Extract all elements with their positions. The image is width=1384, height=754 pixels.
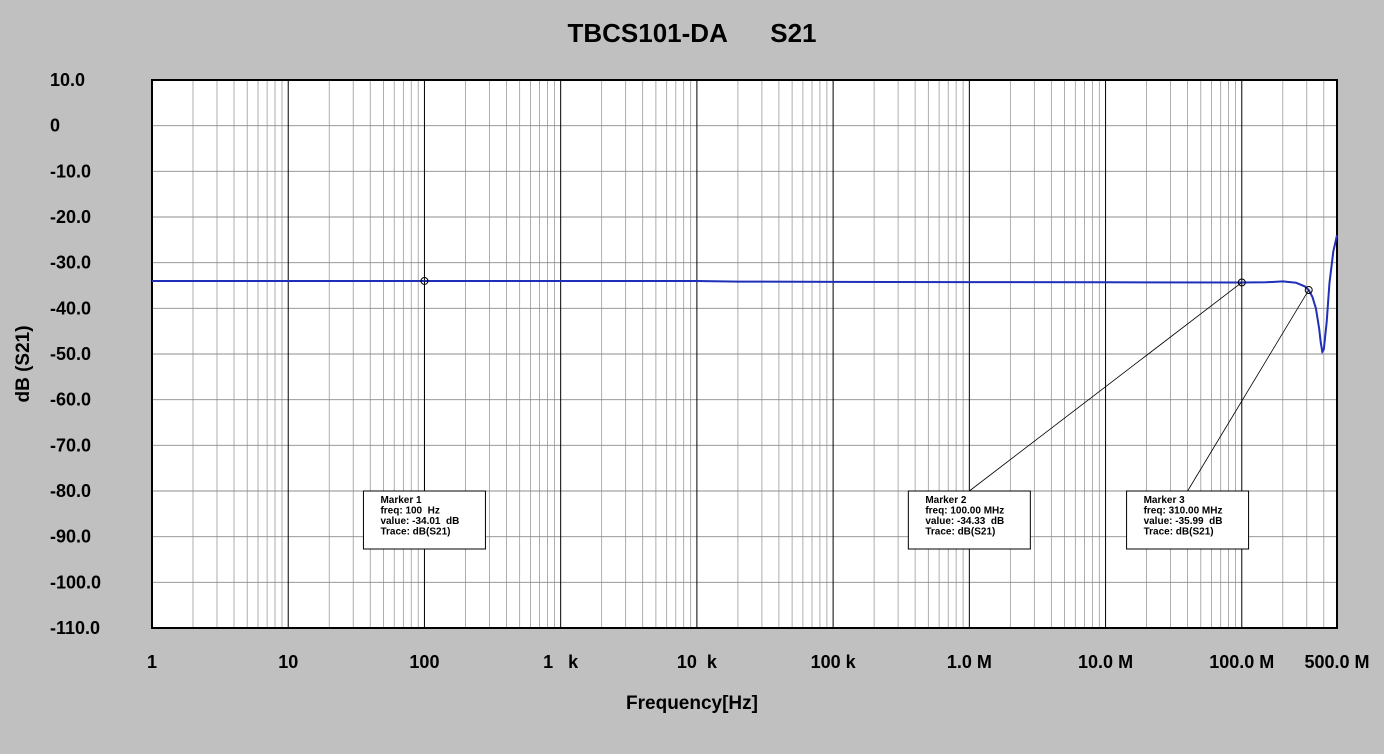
marker-box: [907, 490, 1031, 550]
marker-label-line: Trace: dB(S21): [1144, 527, 1214, 538]
marker-box: [362, 490, 486, 550]
y-axis-label: dB (S21): [13, 325, 34, 402]
x-axis-label: Frequency[Hz]: [626, 693, 758, 714]
marker-label-line: freq: 310.00 MHz: [1144, 506, 1223, 517]
y-tick-label: -90.0: [50, 527, 91, 547]
marker-label-line: Marker 1: [380, 495, 422, 506]
marker-point: [1237, 278, 1246, 287]
plot-frame: [151, 79, 1338, 629]
marker-label-line: Marker 3: [1144, 495, 1186, 506]
x-tick-label: 500.0 M: [1304, 652, 1369, 672]
y-tick-label: -30.0: [50, 253, 91, 273]
x-tick-label: 1 k: [543, 652, 579, 672]
x-tick-label: 10 k: [677, 652, 718, 672]
x-tick-label: 1.0 M: [947, 652, 992, 672]
marker-leader-line: [1187, 289, 1310, 492]
y-tick-label: -40.0: [50, 298, 91, 318]
marker-point: [420, 276, 429, 285]
y-axis-ticks: 10.0 0 -10.0 -20.0 -30.0 -40.0 -50.0 -60.0 -70.0…: [50, 70, 101, 638]
x-tick-label: 100: [409, 652, 439, 672]
y-tick-label: -70.0: [50, 435, 91, 455]
x-tick-label: 1: [147, 652, 157, 672]
y-tick-label: -110.0: [50, 618, 100, 638]
marker-label-line: value: -34.01 dB: [380, 516, 459, 527]
y-tick-label: 0: [50, 116, 60, 136]
y-tick-label: -80.0: [50, 481, 91, 501]
x-tick-label: 10.0 M: [1078, 652, 1133, 672]
marker-leader-line: [969, 282, 1243, 492]
x-tick-label: 100 k: [811, 652, 857, 672]
marker-label-line: freq: 100 Hz: [380, 506, 439, 517]
y-tick-label: -20.0: [50, 207, 91, 227]
marker-label-line: freq: 100.00 MHz: [925, 506, 1004, 517]
x-axis-ticks: 1 10 100 1 k 10 k 100 k 1.0 M 10.0 M 100.0 M 500.…: [147, 652, 1370, 672]
marker-box: [1126, 490, 1250, 550]
marker-label-line: value: -35.99 dB: [1144, 516, 1223, 527]
chart-title: TBCS101-DA S21: [567, 18, 816, 48]
y-tick-label: -60.0: [50, 390, 91, 410]
y-tick-label: 10.0: [50, 70, 85, 90]
marker-label-line: value: -34.33 dB: [925, 516, 1004, 527]
y-tick-label: -100.0: [50, 572, 101, 592]
marker-label-line: Trace: dB(S21): [380, 527, 450, 538]
marker-label-line: Trace: dB(S21): [925, 527, 995, 538]
y-tick-label: -10.0: [50, 161, 91, 181]
marker-label-line: Marker 2: [925, 495, 967, 506]
series-line: [152, 235, 1338, 355]
x-tick-label: 100.0 M: [1209, 652, 1274, 672]
series-layer: [152, 235, 1338, 355]
x-tick-label: 10: [278, 652, 298, 672]
marker-point: [1304, 286, 1313, 295]
y-tick-label: -50.0: [50, 344, 91, 364]
